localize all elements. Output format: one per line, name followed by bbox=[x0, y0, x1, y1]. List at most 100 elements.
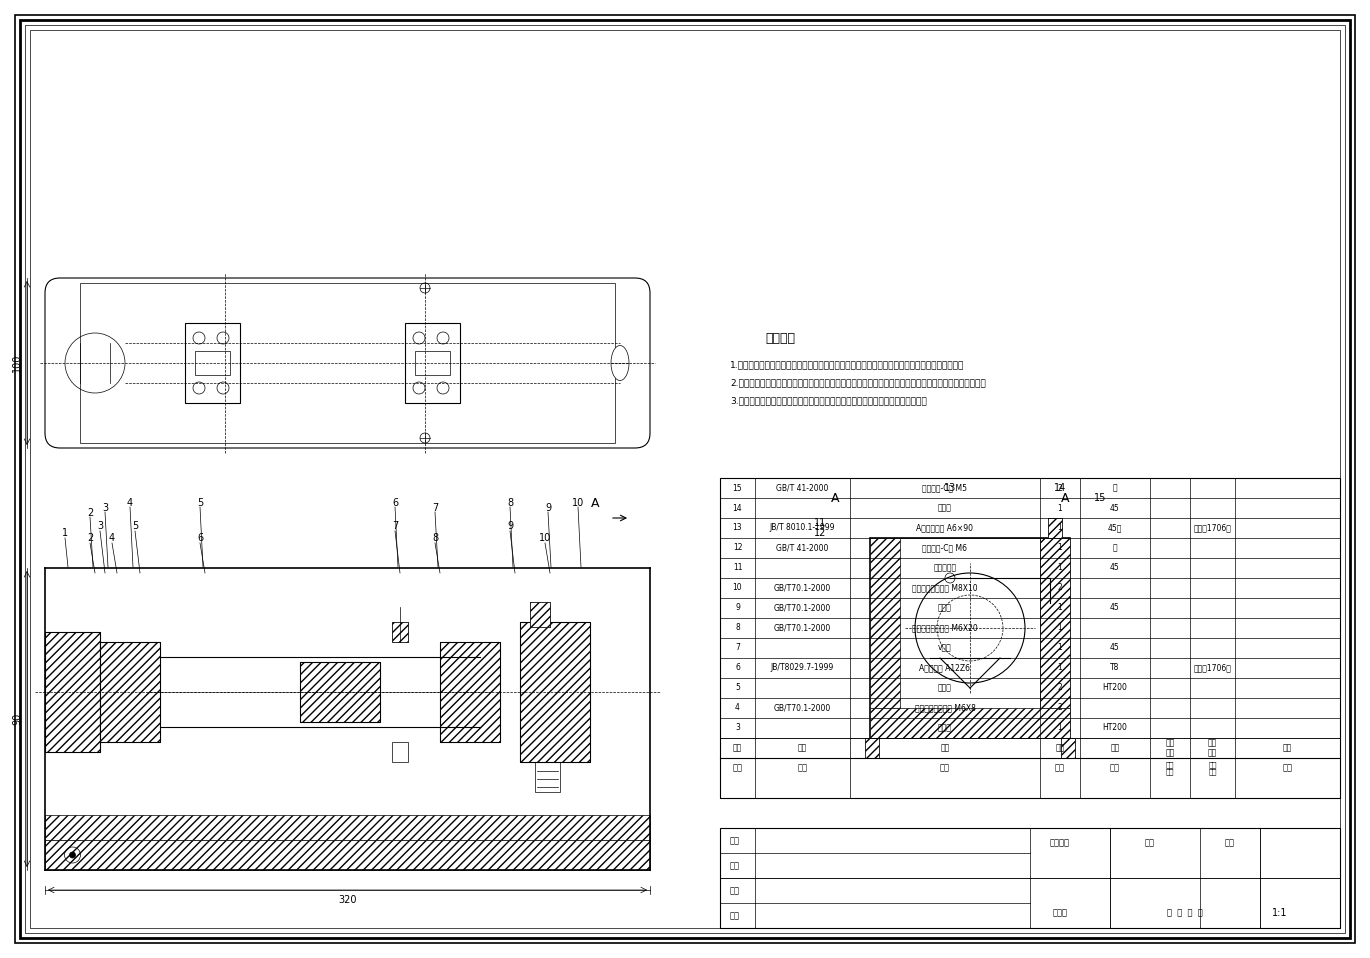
Text: 2: 2 bbox=[1058, 484, 1062, 492]
Text: 3.装配应对零、部件的主要配合尺寸，特别是过盈配合尺寸及相关精度进行复查。: 3.装配应对零、部件的主要配合尺寸，特别是过盈配合尺寸及相关精度进行复查。 bbox=[730, 396, 926, 405]
Bar bbox=[721, 828, 1340, 928]
Text: 15: 15 bbox=[1093, 493, 1106, 503]
Text: 地标位1706版: 地标位1706版 bbox=[1193, 664, 1232, 673]
Text: 审核: 审核 bbox=[730, 886, 740, 895]
Bar bbox=[530, 602, 549, 627]
Text: 5: 5 bbox=[736, 683, 740, 693]
Text: 名称: 名称 bbox=[940, 743, 949, 752]
Bar bbox=[1048, 518, 1062, 538]
Text: 2.零件在装配前必须清理和清洗干净，不得有毛刺、飞边、氧化皮、铸性、切削、油污、着色剂和灰尘等。: 2.零件在装配前必须清理和清洗干净，不得有毛刺、飞边、氧化皮、铸性、切削、油污、… bbox=[730, 378, 986, 387]
Text: 45: 45 bbox=[1110, 604, 1119, 612]
FancyBboxPatch shape bbox=[45, 278, 649, 448]
Bar bbox=[1040, 538, 1070, 708]
Text: 2: 2 bbox=[1058, 583, 1062, 592]
Bar bbox=[79, 283, 615, 443]
Text: 10: 10 bbox=[571, 498, 584, 508]
Text: GB/T70.1-2000: GB/T70.1-2000 bbox=[774, 583, 832, 592]
Text: 共  张  第  张: 共 张 第 张 bbox=[1167, 908, 1203, 918]
Text: HT200: HT200 bbox=[1103, 723, 1128, 733]
Text: 内六角圆柱头螺钉 M6X20: 内六角圆柱头螺钉 M6X20 bbox=[912, 624, 978, 632]
Text: 数量: 数量 bbox=[1055, 764, 1064, 772]
Text: 升刀块: 升刀块 bbox=[938, 604, 952, 612]
Bar bbox=[406, 323, 460, 403]
Text: A型支承钉 A12Z6: A型支承钉 A12Z6 bbox=[919, 664, 970, 673]
Bar bbox=[870, 708, 1070, 738]
Text: 总计
重量: 总计 重量 bbox=[1208, 739, 1217, 758]
Text: 320: 320 bbox=[338, 895, 356, 905]
Text: 14: 14 bbox=[733, 504, 743, 513]
Text: 45: 45 bbox=[1110, 504, 1119, 513]
Bar bbox=[100, 642, 160, 741]
Text: 材料: 材料 bbox=[1110, 743, 1119, 752]
Bar bbox=[521, 622, 590, 762]
Text: JB/T 8010.1-1999: JB/T 8010.1-1999 bbox=[770, 523, 836, 533]
Text: 2: 2 bbox=[86, 508, 93, 518]
Bar bbox=[864, 738, 880, 758]
Bar bbox=[864, 738, 880, 758]
Text: 备注: 备注 bbox=[1282, 743, 1292, 752]
Text: 批准: 批准 bbox=[730, 836, 740, 845]
Text: 数量: 数量 bbox=[1055, 743, 1064, 752]
Text: 13: 13 bbox=[733, 523, 743, 533]
Text: 钢: 钢 bbox=[1112, 543, 1118, 553]
Bar bbox=[185, 323, 240, 403]
Text: 4: 4 bbox=[110, 533, 115, 543]
Text: 1:1: 1:1 bbox=[1273, 908, 1288, 918]
Text: 内六角圆柱头螺钉 M8X10: 内六角圆柱头螺钉 M8X10 bbox=[912, 583, 978, 592]
Text: 单件
重量: 单件 重量 bbox=[1166, 761, 1174, 775]
Text: v型块: v型块 bbox=[938, 644, 952, 652]
Text: 1: 1 bbox=[1058, 563, 1062, 573]
Bar bbox=[45, 815, 649, 840]
Bar bbox=[300, 662, 379, 721]
Text: 1: 1 bbox=[1058, 624, 1062, 632]
Text: 材料: 材料 bbox=[1110, 764, 1121, 772]
Text: 2: 2 bbox=[86, 533, 93, 543]
Text: A: A bbox=[590, 496, 599, 510]
Text: 1: 1 bbox=[1058, 504, 1062, 513]
Text: 3: 3 bbox=[736, 723, 740, 733]
Text: 90: 90 bbox=[12, 713, 22, 725]
Text: 13: 13 bbox=[944, 483, 956, 493]
Text: 设计: 设计 bbox=[730, 911, 740, 920]
Text: 标准化: 标准化 bbox=[1052, 908, 1067, 918]
Bar bbox=[1060, 738, 1075, 758]
Bar bbox=[300, 662, 379, 721]
Ellipse shape bbox=[611, 346, 629, 380]
Text: 45: 45 bbox=[1110, 644, 1119, 652]
Text: 定位键: 定位键 bbox=[938, 683, 952, 693]
Text: 压架村: 压架村 bbox=[938, 504, 952, 513]
Text: 6: 6 bbox=[197, 533, 203, 543]
Text: 45: 45 bbox=[1110, 563, 1119, 573]
Bar bbox=[440, 642, 500, 741]
Bar bbox=[521, 622, 590, 762]
Text: 12: 12 bbox=[814, 528, 826, 538]
Text: 1: 1 bbox=[1058, 523, 1062, 533]
Text: 备注: 备注 bbox=[1282, 764, 1292, 772]
Text: HT200: HT200 bbox=[1103, 683, 1128, 693]
Bar bbox=[392, 741, 408, 762]
Text: 1: 1 bbox=[1058, 644, 1062, 652]
Text: 11: 11 bbox=[814, 518, 826, 528]
Text: 6: 6 bbox=[736, 664, 740, 673]
Text: 六角螺母-C级 M6: 六角螺母-C级 M6 bbox=[922, 543, 967, 553]
Bar bbox=[536, 762, 560, 791]
Text: 2: 2 bbox=[1058, 703, 1062, 713]
Bar bbox=[415, 351, 449, 375]
Text: 重量: 重量 bbox=[1145, 838, 1155, 848]
Text: 内六角圆柱头螺钉 M6X8: 内六角圆柱头螺钉 M6X8 bbox=[915, 703, 975, 713]
Text: 序号: 序号 bbox=[733, 764, 743, 772]
Text: 6: 6 bbox=[392, 498, 399, 508]
Bar bbox=[721, 478, 1340, 798]
Text: 1: 1 bbox=[62, 528, 68, 538]
Text: 8: 8 bbox=[507, 498, 512, 508]
Bar bbox=[440, 642, 500, 741]
Text: 1: 1 bbox=[1058, 543, 1062, 553]
Text: 技术要求: 技术要求 bbox=[764, 331, 795, 345]
Circle shape bbox=[70, 852, 75, 858]
Text: 7: 7 bbox=[392, 521, 399, 531]
Text: 9: 9 bbox=[736, 604, 740, 612]
Text: 5: 5 bbox=[132, 521, 138, 531]
Text: 1: 1 bbox=[1058, 723, 1062, 733]
Text: GB/T70.1-2000: GB/T70.1-2000 bbox=[774, 604, 832, 612]
Bar bbox=[100, 642, 160, 741]
